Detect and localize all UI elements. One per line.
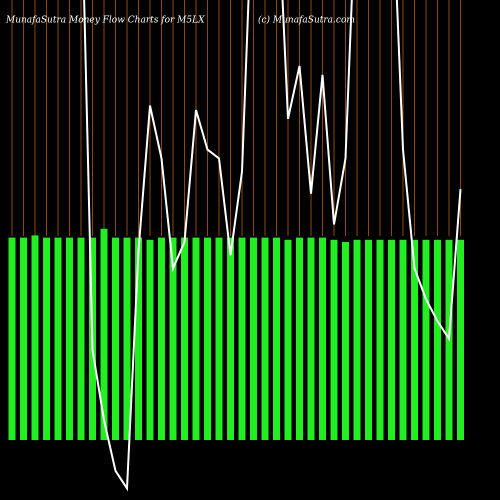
bar [353,239,361,440]
bar [77,237,85,440]
bar [319,237,326,440]
bar [388,239,395,440]
bar [273,237,280,440]
bar [296,237,303,440]
bar [457,239,464,440]
bar [284,239,292,440]
bar [238,237,246,440]
bar [261,237,269,440]
bar [146,239,154,440]
bar [169,237,177,440]
bar [43,237,50,440]
bars [8,228,464,440]
bar [8,237,16,440]
bar [411,239,418,440]
category-lines [11,0,461,236]
bar [204,237,211,440]
bar [54,237,62,440]
bar [20,237,27,440]
bar [422,239,430,440]
bar [434,239,441,440]
bar [399,239,407,440]
bar [365,239,372,440]
bar [250,237,257,440]
bar [192,237,200,440]
bar [307,237,315,440]
line-layer [83,0,462,492]
bar [100,228,108,440]
bar [342,242,349,440]
chart-subtitle: (c) MunafaSutra.com [258,15,355,26]
bar [215,237,223,440]
bar [227,237,234,440]
line [83,0,462,492]
bar [112,237,119,440]
bar [31,235,39,440]
bar [66,237,73,440]
bar [376,239,384,440]
bar [181,237,188,440]
bar [135,237,142,440]
bar [330,239,338,440]
chart-title: MunafaSutra Money Flow Charts for M5LX [5,16,205,26]
bar [123,237,131,440]
bar [158,237,165,440]
